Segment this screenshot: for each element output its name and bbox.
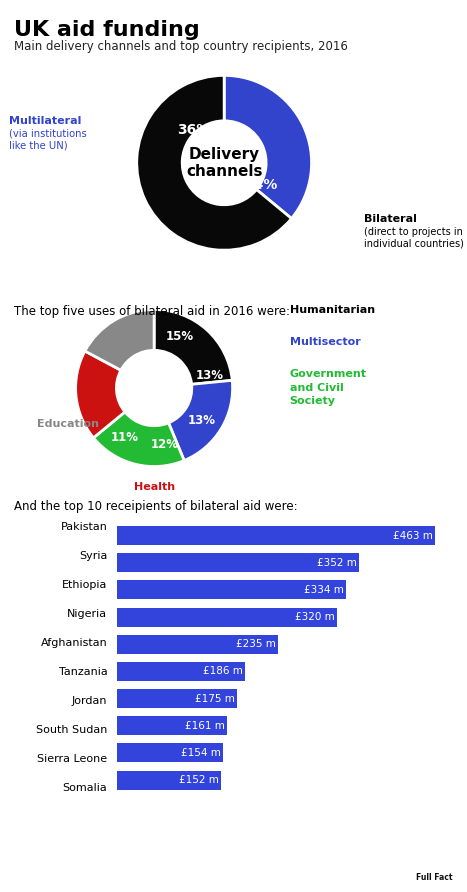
Text: 64%: 64% (244, 178, 277, 192)
Text: (direct to projects in: (direct to projects in (364, 227, 463, 236)
Text: like the UN): like the UN) (9, 140, 68, 150)
Bar (117, 635, 278, 654)
Polygon shape (411, 831, 467, 888)
Text: Syria: Syria (79, 551, 107, 561)
Text: And the top 10 receipients of bilateral aid were:: And the top 10 receipients of bilateral … (14, 500, 297, 513)
Bar (117, 690, 237, 708)
Text: Society: Society (290, 396, 336, 406)
Bar (117, 716, 227, 735)
Text: South Sudan: South Sudan (36, 725, 107, 735)
Text: Sierra Leone: Sierra Leone (37, 755, 107, 764)
Text: £175 m: £175 m (195, 694, 235, 704)
Bar (117, 581, 347, 599)
Text: Ethiopia: Ethiopia (62, 581, 107, 591)
Text: £152 m: £152 m (179, 775, 219, 785)
Bar (117, 743, 223, 763)
Text: 12%: 12% (151, 438, 179, 450)
Text: Multisector: Multisector (290, 337, 360, 347)
Wedge shape (224, 76, 311, 219)
Bar (117, 607, 337, 626)
Text: Full Fact: Full Fact (417, 873, 453, 882)
Text: Bilateral: Bilateral (364, 214, 417, 224)
Text: 11%: 11% (111, 431, 139, 443)
Text: £334 m: £334 m (304, 585, 344, 595)
Text: 36%: 36% (177, 122, 210, 136)
Text: DfID, Statistics on International Development, 2017, tables 2, 6 and 8: DfID, Statistics on International Develo… (54, 852, 418, 862)
Text: Nigeria: Nigeria (67, 609, 107, 619)
Wedge shape (137, 76, 291, 250)
Wedge shape (154, 310, 232, 384)
Text: £186 m: £186 m (203, 666, 242, 676)
Text: Pakistan: Pakistan (61, 523, 107, 533)
Text: £352 m: £352 m (317, 558, 357, 567)
Wedge shape (93, 412, 184, 467)
Text: £320 m: £320 m (295, 612, 335, 622)
Text: Jordan: Jordan (72, 697, 107, 706)
Text: (via institutions: (via institutions (9, 128, 87, 138)
Text: £235 m: £235 m (236, 640, 276, 649)
Wedge shape (169, 380, 233, 460)
Text: The top five uses of bilateral aid in 2016 were:: The top five uses of bilateral aid in 20… (14, 305, 290, 318)
Text: Humanitarian: Humanitarian (290, 305, 375, 315)
Text: Somalia: Somalia (63, 783, 107, 793)
Wedge shape (85, 310, 154, 370)
Text: UK aid funding: UK aid funding (14, 20, 200, 39)
Bar (117, 553, 359, 573)
Wedge shape (76, 351, 125, 438)
Text: 15%: 15% (166, 330, 194, 343)
Text: individual countries): individual countries) (364, 238, 464, 248)
Text: Delivery
channels: Delivery channels (186, 146, 262, 179)
Text: Main delivery channels and top country recipients, 2016: Main delivery channels and top country r… (14, 40, 348, 54)
Text: Government: Government (290, 369, 367, 379)
Text: 13%: 13% (196, 368, 224, 382)
Text: Health: Health (134, 482, 175, 491)
Text: 13%: 13% (188, 414, 216, 426)
Text: Multilateral: Multilateral (9, 116, 82, 126)
Text: and Civil: and Civil (290, 383, 343, 392)
Text: Source:: Source: (12, 852, 57, 862)
Bar (117, 526, 435, 545)
Text: £154 m: £154 m (181, 748, 220, 758)
Text: Afghanistan: Afghanistan (41, 639, 107, 648)
Text: £161 m: £161 m (185, 721, 226, 731)
Bar (117, 771, 221, 789)
Text: £463 m: £463 m (393, 531, 433, 541)
Text: Education: Education (37, 419, 99, 429)
Text: Tanzania: Tanzania (59, 667, 107, 677)
Bar (117, 662, 245, 681)
